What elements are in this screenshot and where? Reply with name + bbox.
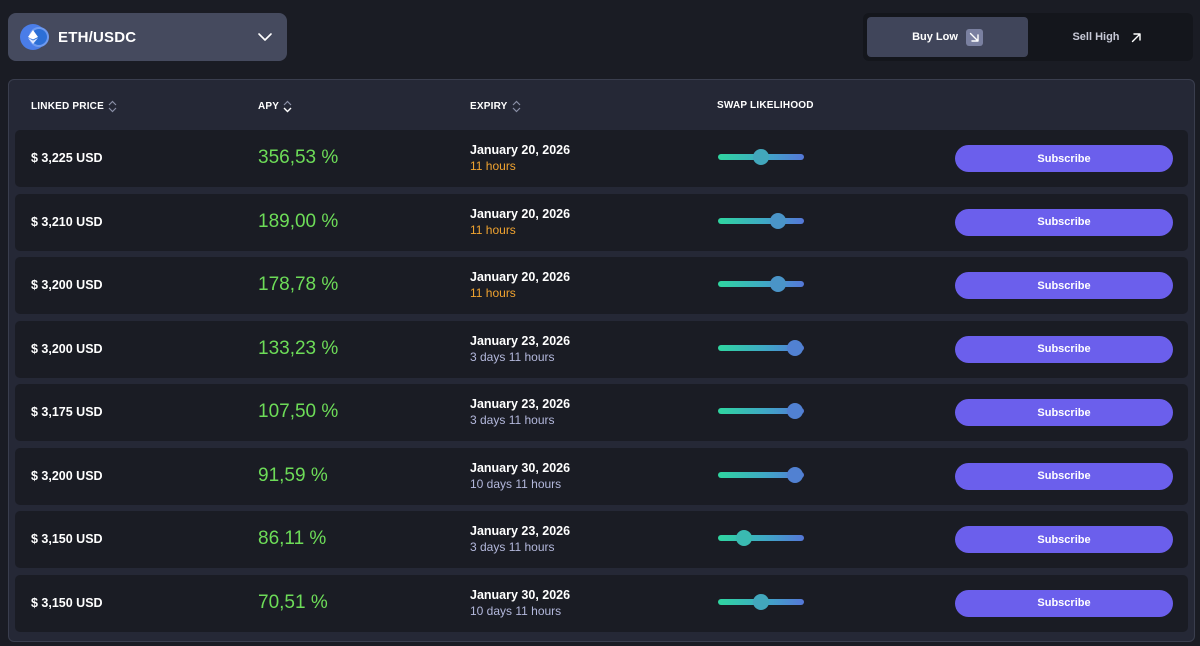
expiry-date: January 23, 2026 — [470, 524, 571, 538]
apy-value: 133,23 % — [258, 337, 339, 359]
apy-value: 91,59 % — [258, 464, 328, 486]
subscribe-button[interactable]: Subscribe — [955, 589, 1173, 617]
expiry-countdown: 3 days 11 hours — [470, 540, 555, 554]
table-header: LINKED PRICE APY EXPIRY SWAP LIKELIHOOD — [9, 80, 1194, 132]
expiry-date: January 23, 2026 — [470, 397, 571, 411]
buy-low-button[interactable]: Buy Low — [867, 17, 1028, 57]
expiry-date: January 30, 2026 — [470, 587, 571, 602]
likelihood-track — [718, 408, 804, 414]
expiry-cell: January 30, 2026 10 days 11 hours — [470, 461, 570, 491]
dual-investment-table: LINKED PRICE APY EXPIRY SWAP LIKELIHOOD … — [8, 79, 1195, 642]
linked-price: $ 3,200 USD — [31, 468, 103, 483]
linked-price: $ 3,150 USD — [31, 532, 103, 546]
table-row: $ 3,225 USD 356,53 % January 20, 2026 11 ho… — [15, 130, 1188, 187]
likelihood-knob — [770, 276, 787, 292]
linked-price: $ 3,225 USD — [31, 151, 103, 165]
expiry-date: January 20, 2026 — [470, 270, 571, 284]
sort-icon — [512, 100, 520, 113]
sell-high-label: Sell High — [1072, 31, 1120, 43]
apy-value: 107,50 % — [258, 401, 339, 422]
table-row: $ 3,150 USD 86,11 % January 23, 2026 3 days… — [15, 511, 1188, 568]
arrow-down-right-icon — [965, 28, 983, 46]
expiry-countdown: 11 hours — [470, 222, 516, 237]
swap-likelihood-meter — [718, 149, 804, 165]
linked-price: $ 3,150 USD — [31, 595, 103, 610]
apy-value: 70,51 % — [258, 591, 328, 613]
likelihood-knob — [753, 593, 769, 610]
likelihood-track — [718, 281, 804, 287]
expiry-cell: January 20, 2026 11 hours — [470, 207, 570, 237]
likelihood-track — [718, 344, 804, 351]
pair-label: ETH/USDC — [58, 28, 137, 46]
table-row: $ 3,200 USD 91,59 % January 30, 2026 10 day… — [15, 447, 1188, 505]
pair-selector[interactable]: ETH/USDC — [8, 13, 287, 61]
sort-icon — [283, 100, 292, 113]
likelihood-knob — [787, 403, 804, 419]
linked-price: $ 3,210 USD — [31, 214, 103, 229]
sell-high-button[interactable]: Sell High — [1028, 17, 1189, 57]
likelihood-track — [718, 535, 804, 541]
apy-value: 178,78 % — [258, 274, 339, 295]
likelihood-knob — [787, 466, 804, 483]
linked-price: $ 3,200 USD — [31, 278, 103, 292]
expiry-date: January 20, 2026 — [470, 143, 571, 157]
table-row: $ 3,175 USD 107,50 % January 23, 2026 3 day… — [15, 384, 1188, 441]
expiry-countdown: 11 hours — [470, 159, 516, 173]
table-row: $ 3,200 USD 178,78 % January 20, 2026 11 ho… — [15, 257, 1188, 314]
swap-likelihood-meter — [718, 403, 804, 419]
swap-likelihood-meter — [718, 339, 804, 356]
swap-likelihood-meter — [718, 530, 804, 546]
linked-price: $ 3,175 USD — [31, 405, 103, 419]
expiry-countdown: 11 hours — [470, 286, 516, 300]
subscribe-button[interactable]: Subscribe — [955, 208, 1173, 236]
linked-price: $ 3,200 USD — [31, 341, 103, 356]
expiry-cell: January 23, 2026 3 days 11 hours — [470, 397, 570, 427]
header-expiry[interactable]: EXPIRY — [470, 100, 521, 113]
swap-likelihood-meter — [718, 276, 804, 292]
swap-likelihood-meter — [718, 212, 804, 229]
apy-value: 86,11 % — [258, 528, 327, 549]
expiry-cell: January 23, 2026 3 days 11 hours — [470, 334, 570, 364]
table-row: $ 3,210 USD 189,00 % January 20, 2026 11 ho… — [15, 193, 1188, 251]
expiry-countdown: 3 days 11 hours — [470, 349, 555, 364]
subscribe-button[interactable]: Subscribe — [955, 145, 1173, 172]
buy-low-label: Buy Low — [912, 31, 958, 43]
likelihood-knob — [770, 212, 787, 229]
likelihood-knob — [787, 339, 804, 356]
expiry-cell: January 20, 2026 11 hours — [470, 270, 570, 300]
eth-usdc-icon — [20, 24, 49, 50]
likelihood-track — [718, 471, 804, 478]
expiry-cell: January 30, 2026 10 days 11 hours — [470, 588, 570, 618]
header-apy[interactable]: APY — [258, 100, 292, 113]
table-row: $ 3,200 USD 133,23 % January 23, 2026 3 day… — [15, 320, 1188, 378]
subscribe-button[interactable]: Subscribe — [955, 526, 1173, 553]
expiry-cell: January 23, 2026 3 days 11 hours — [470, 524, 570, 554]
expiry-date: January 20, 2026 — [470, 206, 571, 221]
chevron-down-icon — [258, 33, 272, 41]
swap-likelihood-meter — [718, 593, 804, 610]
table-row: $ 3,150 USD 70,51 % January 30, 2026 10 day… — [15, 574, 1188, 632]
subscribe-button[interactable]: Subscribe — [955, 462, 1173, 490]
arrow-up-right-icon — [1128, 29, 1145, 46]
expiry-countdown: 3 days 11 hours — [470, 413, 555, 427]
expiry-date: January 23, 2026 — [470, 333, 571, 348]
header-linked-price[interactable]: LINKED PRICE — [31, 100, 117, 113]
likelihood-knob — [735, 530, 752, 546]
header-swap-likelihood: SWAP LIKELIHOOD — [717, 100, 814, 111]
apy-value: 189,00 % — [258, 210, 339, 232]
expiry-countdown: 10 days 11 hours — [470, 476, 562, 491]
swap-likelihood-meter — [718, 466, 804, 483]
likelihood-track — [718, 217, 804, 224]
expiry-cell: January 20, 2026 11 hours — [470, 143, 570, 173]
sort-icon — [108, 100, 117, 113]
subscribe-button[interactable]: Subscribe — [955, 335, 1173, 363]
mode-toggle: Buy Low Sell High — [863, 13, 1193, 61]
subscribe-button[interactable]: Subscribe — [955, 272, 1173, 299]
apy-value: 356,53 % — [258, 147, 339, 168]
expiry-date: January 30, 2026 — [470, 460, 571, 475]
subscribe-button[interactable]: Subscribe — [955, 399, 1173, 426]
likelihood-knob — [753, 149, 769, 165]
expiry-countdown: 10 days 11 hours — [470, 603, 562, 618]
